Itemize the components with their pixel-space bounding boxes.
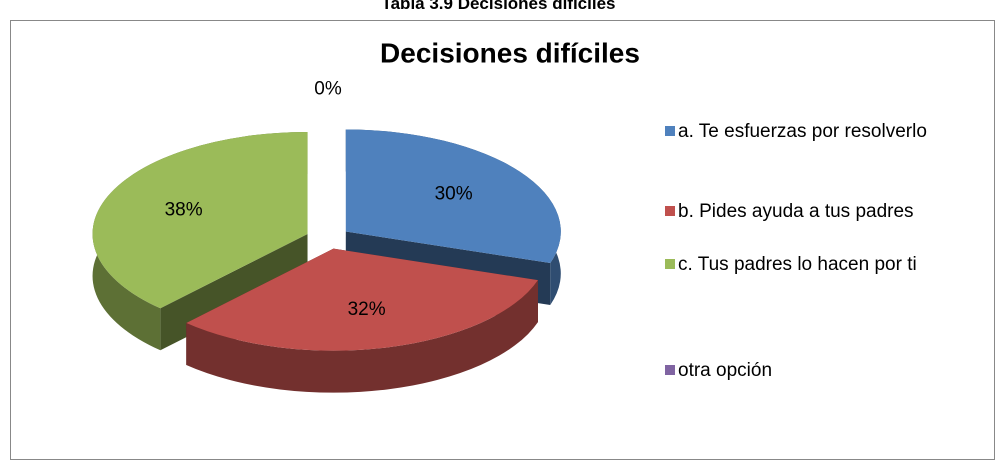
legend-swatch (665, 206, 675, 216)
data-label: 0% (314, 79, 342, 100)
legend-swatch (665, 365, 675, 375)
legend-entry: c. Tus padres lo hacen por ti (665, 249, 953, 280)
caption: Tabla 3.9 Decisiones difíciles (381, 0, 616, 13)
data-label: 38% (165, 200, 203, 221)
chart-title: Decisiones difíciles (380, 37, 640, 68)
data-label: 30% (435, 183, 473, 204)
legend-label: b. Pides ayuda a tus padres (678, 201, 914, 222)
data-label: 32% (348, 299, 386, 320)
legend-label: otra opción (678, 360, 773, 381)
slice-wall (186, 280, 538, 393)
legend-swatch (665, 259, 675, 269)
legend-entry: otra opción (665, 355, 953, 386)
legend-label: a. Te esfuerzas por resolverlo (678, 121, 927, 142)
pie-slice (186, 248, 538, 351)
legend-entry: a. Te esfuerzas por resolverlo (665, 116, 953, 147)
legend-entry: b. Pides ayuda a tus padres (665, 196, 953, 227)
pie-slice (92, 131, 308, 309)
legend-label: c. Tus padres lo hacen por ti (678, 254, 917, 275)
legend-swatch (665, 126, 675, 136)
pie-slice (345, 129, 561, 264)
